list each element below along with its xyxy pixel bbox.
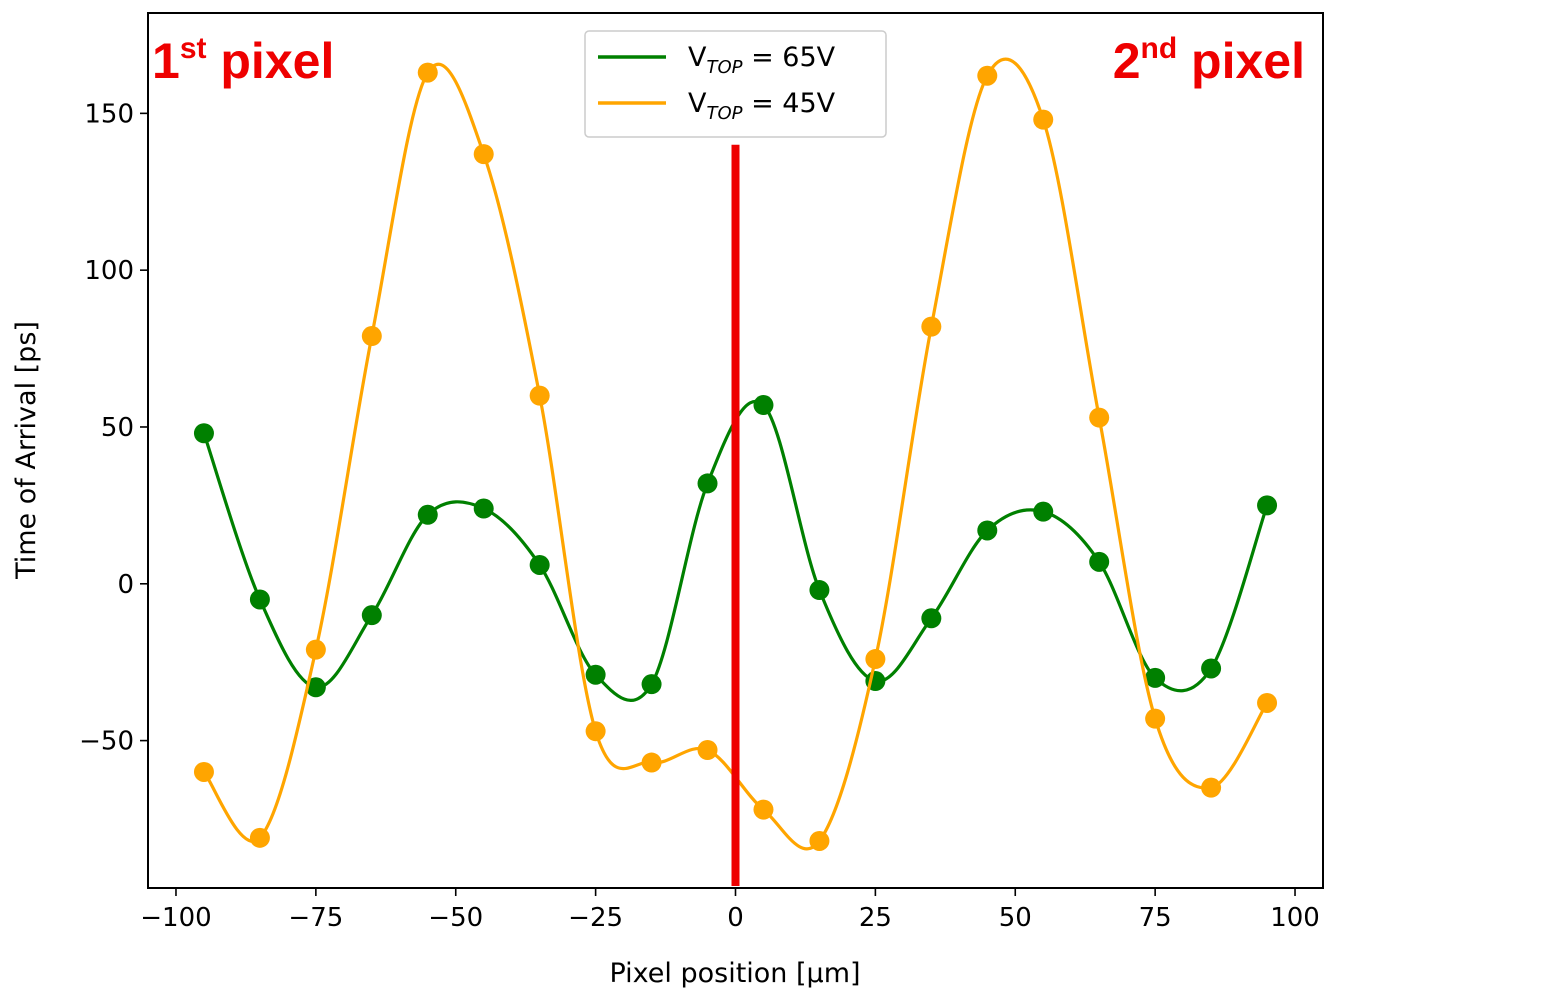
data-point-65v bbox=[361, 605, 382, 626]
x-axis: −100 −75 −50 −25 0 25 50 75 100 bbox=[140, 888, 1320, 933]
x-tick-label: 25 bbox=[859, 903, 892, 933]
data-point-65v bbox=[585, 664, 606, 685]
data-point-45v bbox=[697, 740, 718, 761]
y-tick-label: 150 bbox=[84, 99, 134, 129]
data-point-65v bbox=[1033, 501, 1054, 522]
data-point-65v bbox=[529, 554, 550, 575]
data-point-65v bbox=[305, 677, 326, 698]
data-point-45v bbox=[193, 761, 214, 782]
x-tick-label: −100 bbox=[140, 903, 211, 933]
data-point-45v bbox=[1089, 407, 1110, 428]
data-point-65v bbox=[473, 498, 494, 519]
data-point-45v bbox=[249, 827, 270, 848]
data-point-45v bbox=[865, 649, 886, 670]
legend-label-65v: VTOP = 65V bbox=[688, 42, 836, 78]
data-point-65v bbox=[921, 608, 942, 629]
second-pixel-word: pixel bbox=[1177, 33, 1305, 89]
data-point-65v bbox=[193, 423, 214, 444]
data-point-45v bbox=[809, 830, 830, 851]
data-point-65v bbox=[1201, 658, 1222, 679]
data-point-65v bbox=[809, 580, 830, 601]
y-axis: −50 0 50 100 150 bbox=[79, 99, 148, 757]
x-tick-label: 50 bbox=[999, 903, 1032, 933]
x-axis-title: Pixel position [μm] bbox=[609, 958, 860, 989]
data-point-45v bbox=[473, 144, 494, 165]
data-point-65v bbox=[641, 674, 662, 695]
data-point-45v bbox=[1033, 109, 1054, 130]
data-point-45v bbox=[1145, 708, 1166, 729]
data-point-65v bbox=[977, 520, 998, 541]
data-point-45v bbox=[753, 799, 774, 820]
data-point-65v bbox=[1089, 551, 1110, 572]
data-point-45v bbox=[585, 721, 606, 742]
first-pixel-number: 1 bbox=[152, 33, 180, 89]
data-point-45v bbox=[1257, 692, 1278, 713]
data-point-45v bbox=[529, 385, 550, 406]
data-point-65v bbox=[249, 589, 270, 610]
x-tick-label: −25 bbox=[568, 903, 623, 933]
y-tick-label: 100 bbox=[84, 256, 134, 286]
x-tick-label: −50 bbox=[428, 903, 483, 933]
data-point-45v bbox=[305, 639, 326, 660]
data-point-45v bbox=[977, 65, 998, 86]
second-pixel-number: 2 bbox=[1113, 33, 1141, 89]
data-point-45v bbox=[361, 326, 382, 347]
second-pixel-suffix: nd bbox=[1141, 32, 1178, 65]
data-point-45v bbox=[1201, 777, 1222, 798]
legend: VTOP = 65V VTOP = 45V bbox=[584, 30, 887, 138]
first-pixel-label: 1st pixel bbox=[152, 32, 334, 89]
data-point-45v bbox=[641, 752, 662, 773]
y-tick-label: −50 bbox=[79, 727, 134, 757]
y-tick-label: 50 bbox=[101, 413, 134, 443]
y-axis-title: Time of Arrival [ps] bbox=[11, 321, 42, 580]
x-tick-label: 75 bbox=[1139, 903, 1172, 933]
first-pixel-word: pixel bbox=[207, 33, 335, 89]
series-65v bbox=[193, 395, 1278, 702]
legend-label-45v: VTOP = 45V bbox=[688, 88, 836, 124]
x-tick-label: 100 bbox=[1270, 903, 1320, 933]
y-tick-label: 0 bbox=[117, 570, 134, 600]
second-pixel-label: 2nd pixel bbox=[1113, 32, 1305, 89]
x-tick-label: −75 bbox=[288, 903, 343, 933]
data-point-65v bbox=[417, 504, 438, 525]
data-point-65v bbox=[1257, 495, 1278, 516]
first-pixel-suffix: st bbox=[180, 32, 207, 65]
data-point-45v bbox=[921, 316, 942, 337]
data-point-65v bbox=[753, 395, 774, 416]
data-point-65v bbox=[697, 473, 718, 494]
x-tick-label: 0 bbox=[727, 903, 744, 933]
data-point-45v bbox=[417, 62, 438, 83]
data-point-65v bbox=[1145, 667, 1166, 688]
